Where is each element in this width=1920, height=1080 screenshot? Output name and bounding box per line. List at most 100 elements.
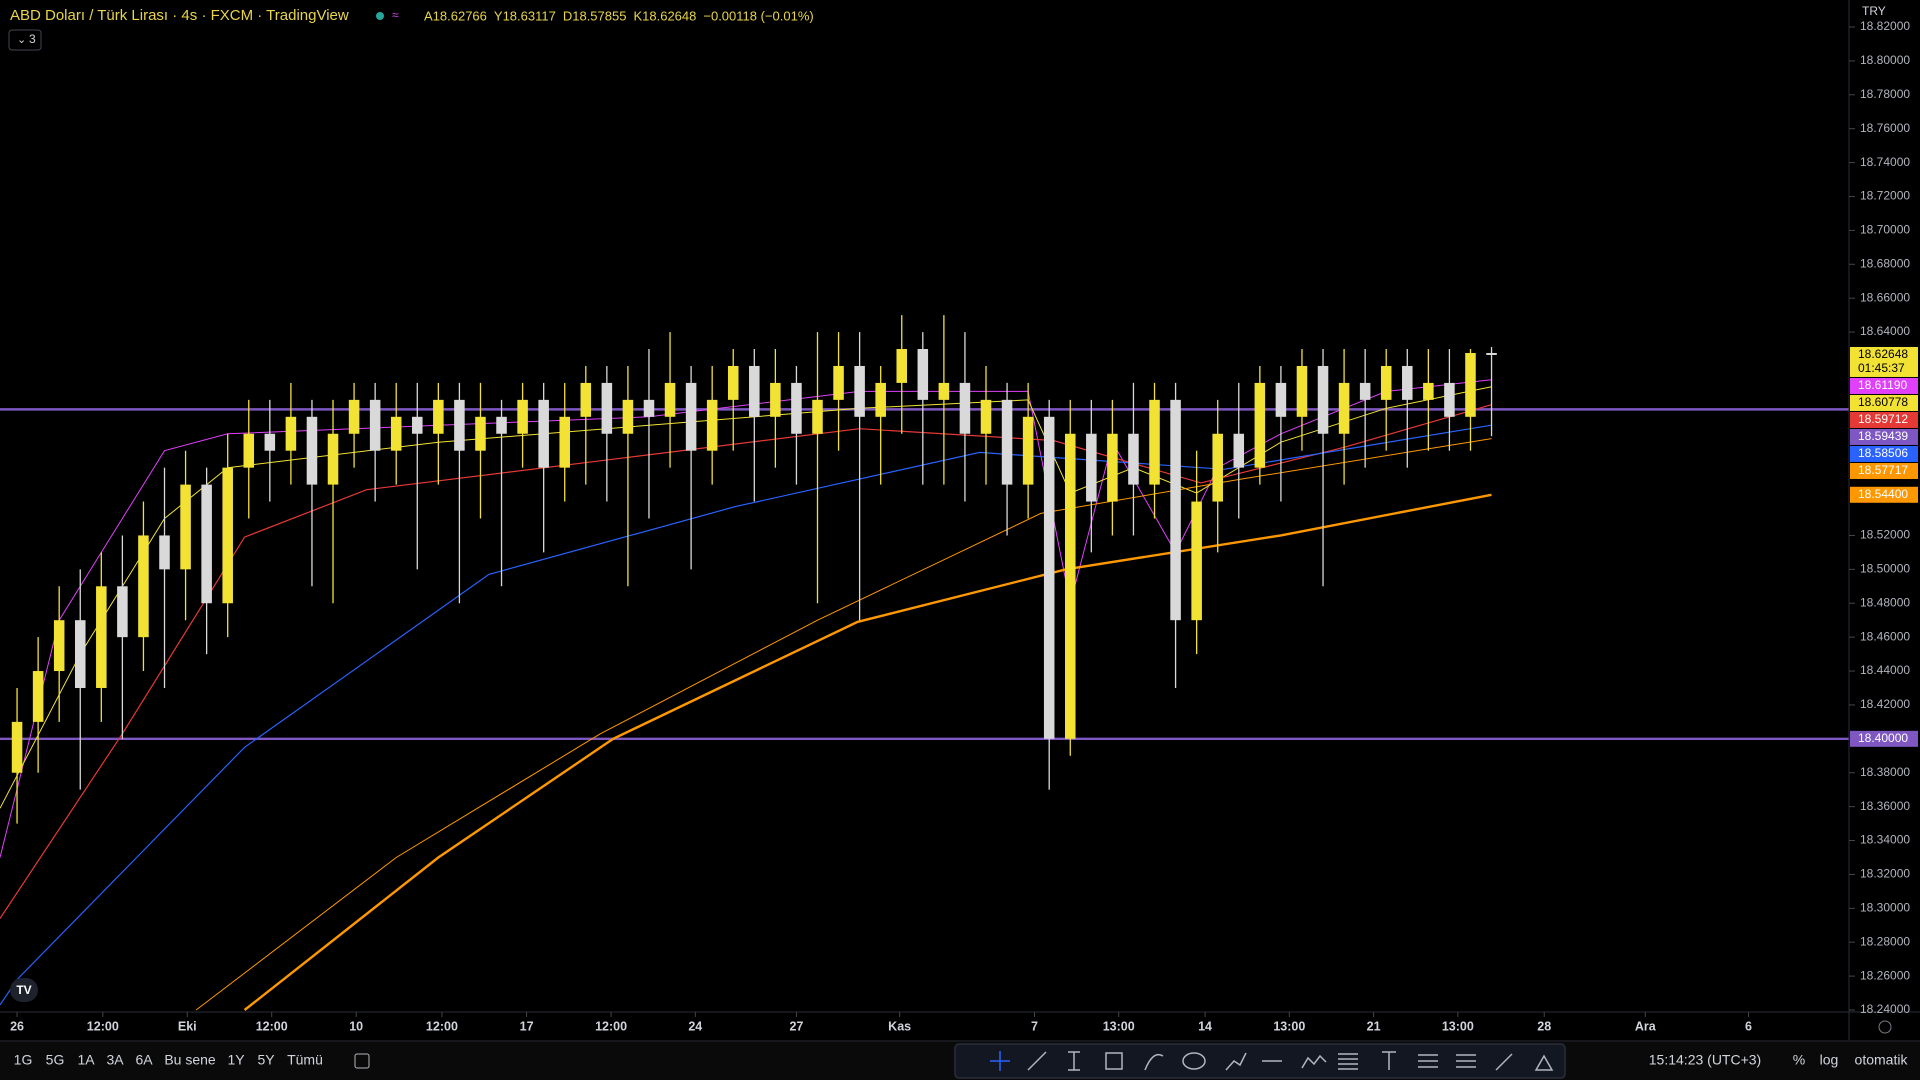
text-range-tool[interactable] bbox=[1068, 1051, 1080, 1071]
currency[interactable]: TRY bbox=[1862, 4, 1886, 18]
candle-body bbox=[138, 535, 149, 638]
candle-body bbox=[1359, 382, 1371, 400]
range-button[interactable]: 1G bbox=[14, 1052, 33, 1068]
rect-tool[interactable] bbox=[1105, 1052, 1123, 1070]
price-label-bg bbox=[1850, 486, 1918, 503]
candle-body bbox=[369, 399, 381, 451]
price-label-bg bbox=[1850, 462, 1918, 479]
x-tick-label: 13:00 bbox=[1442, 1019, 1474, 1033]
price-label: 18.58506 bbox=[1858, 446, 1908, 460]
scale-button[interactable]: otomatik bbox=[1855, 1052, 1909, 1068]
candle-body bbox=[1380, 365, 1392, 400]
candle-body bbox=[1191, 501, 1202, 621]
candle-body bbox=[1233, 433, 1245, 468]
price-label-bg bbox=[1850, 411, 1918, 428]
candle-body bbox=[32, 671, 44, 722]
symbol-title: ABD Doları / Türk Lirası · 4s · FXCM · T… bbox=[10, 7, 349, 24]
status-dot bbox=[376, 12, 384, 20]
y-tick-label: 18.44000 bbox=[1860, 663, 1910, 677]
candle-body bbox=[1022, 416, 1034, 485]
chevron: ⌄ bbox=[17, 34, 26, 46]
eraser-tool[interactable] bbox=[1534, 1054, 1554, 1071]
candle-body bbox=[159, 535, 170, 570]
measure-tool[interactable] bbox=[1418, 1054, 1438, 1068]
range-button[interactable]: 3A bbox=[106, 1052, 124, 1068]
x-tick-label: 6 bbox=[1745, 1019, 1752, 1033]
x-tick-label: 13:00 bbox=[1273, 1019, 1305, 1033]
candle-body bbox=[1086, 433, 1097, 502]
clock: 15:14:23 (UTC+3) bbox=[1649, 1052, 1761, 1068]
text-tool[interactable] bbox=[1382, 1051, 1396, 1070]
candle-body bbox=[454, 399, 465, 451]
tv-logo[interactable] bbox=[10, 978, 38, 1002]
brush-tool[interactable] bbox=[1225, 1052, 1247, 1071]
range-button[interactable]: 6A bbox=[135, 1052, 153, 1068]
compare-icon[interactable] bbox=[354, 1053, 370, 1069]
price-label: 18.62648 bbox=[1858, 347, 1908, 361]
x-tick-label: 24 bbox=[688, 1019, 702, 1033]
y-tick-label: 18.34000 bbox=[1860, 833, 1910, 847]
x-tick-label: 28 bbox=[1537, 1019, 1551, 1033]
position-tool[interactable] bbox=[1456, 1054, 1476, 1068]
settings-icon[interactable] bbox=[1878, 1020, 1892, 1034]
pattern-tool[interactable] bbox=[1301, 1054, 1327, 1069]
candle-body bbox=[875, 382, 886, 417]
candle-body bbox=[1064, 433, 1076, 739]
candle-body bbox=[412, 416, 423, 434]
candle-body bbox=[854, 365, 865, 417]
x-tick-label: 17 bbox=[520, 1019, 534, 1033]
plot-area bbox=[0, 315, 1849, 1011]
moving-average bbox=[0, 424, 1492, 1006]
candle-body bbox=[1043, 416, 1055, 739]
ruler-tool[interactable] bbox=[1495, 1053, 1513, 1071]
trend-line-tool[interactable] bbox=[1027, 1051, 1047, 1071]
scale-button[interactable]: log bbox=[1820, 1052, 1839, 1068]
y-tick-label: 18.66000 bbox=[1860, 290, 1910, 304]
range-button[interactable]: 1A bbox=[77, 1052, 95, 1068]
candle-body bbox=[348, 399, 360, 434]
price-label-bg bbox=[1850, 377, 1918, 394]
x-tick-label: 21 bbox=[1367, 1019, 1381, 1033]
y-tick-label: 18.82000 bbox=[1860, 19, 1910, 33]
x-tick-label: Kas bbox=[888, 1019, 911, 1033]
ellipse-tool[interactable] bbox=[1182, 1052, 1206, 1070]
candle-body bbox=[1296, 365, 1308, 417]
range-button[interactable]: 5Y bbox=[257, 1052, 275, 1068]
range-button[interactable]: Bu sene bbox=[164, 1052, 216, 1068]
candle-body bbox=[727, 365, 739, 400]
y-tick-label: 18.32000 bbox=[1860, 867, 1910, 881]
candle-body bbox=[1107, 433, 1118, 502]
candle-body bbox=[496, 416, 507, 434]
y-tick-label: 18.42000 bbox=[1860, 697, 1910, 711]
candle-body bbox=[1149, 399, 1160, 485]
x-tick-label: 12:00 bbox=[595, 1019, 627, 1033]
candle-body bbox=[74, 620, 86, 688]
y-tick-label: 18.70000 bbox=[1860, 223, 1910, 237]
ohlc-legend: A18.62766 Y18.63117 D18.57855 K18.62648 −0.0… bbox=[424, 8, 814, 23]
range-button[interactable]: Tümü bbox=[287, 1052, 323, 1068]
fib-tool[interactable] bbox=[1338, 1053, 1358, 1070]
scale-button[interactable]: % bbox=[1793, 1052, 1805, 1068]
range-button[interactable]: 1Y bbox=[227, 1052, 245, 1068]
candle-body bbox=[1465, 352, 1476, 417]
indicator-toggle[interactable] bbox=[8, 29, 42, 51]
ohlc-value: K18.62648 bbox=[633, 8, 696, 23]
y-tick-label: 18.78000 bbox=[1860, 87, 1910, 101]
moving-average bbox=[243, 493, 1492, 1011]
candle-body bbox=[1212, 433, 1223, 502]
candle-body bbox=[980, 399, 992, 434]
candle-body bbox=[749, 365, 760, 417]
candle-body bbox=[643, 399, 655, 417]
candle-body bbox=[243, 433, 255, 468]
candle-body bbox=[433, 399, 444, 434]
price-label: 18.59712 bbox=[1858, 412, 1908, 426]
y-tick-label: 18.24000 bbox=[1860, 1002, 1910, 1016]
candle-body bbox=[1444, 382, 1455, 417]
candle-body bbox=[1254, 382, 1266, 468]
range-button[interactable]: 5G bbox=[46, 1052, 65, 1068]
candle-body bbox=[180, 484, 191, 570]
y-tick-label: 18.28000 bbox=[1860, 934, 1910, 948]
path-tool[interactable] bbox=[1144, 1053, 1164, 1071]
range-bar: 1G 5G 1A 3A 6A Bu sene 1Y 5Y Tümü 15:14:23 (UTC+3… bbox=[14, 1052, 1909, 1069]
candle-body bbox=[580, 382, 592, 417]
